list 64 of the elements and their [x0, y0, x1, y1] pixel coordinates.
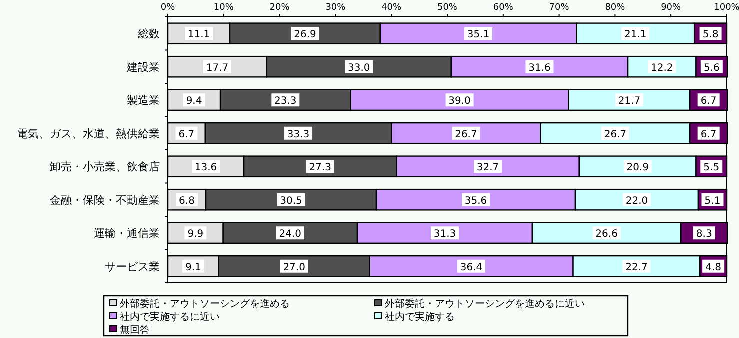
data-label: 9.9 [188, 229, 204, 240]
x-tick-label: 10% [214, 3, 234, 13]
x-tick-label: 80% [605, 3, 626, 13]
data-label: 35.6 [464, 196, 488, 207]
data-label: 22.0 [626, 196, 648, 207]
data-label: 11.1 [188, 30, 210, 41]
data-label: 26.9 [294, 30, 316, 41]
x-tick-label: 90% [661, 3, 682, 13]
data-label: 9.1 [185, 262, 202, 274]
data-label: 27.3 [309, 162, 332, 174]
x-tick-label: 20% [270, 3, 290, 13]
data-label: 26.7 [455, 129, 478, 140]
y-tick-label: 総数 [137, 28, 160, 41]
data-label: 8.3 [696, 229, 712, 240]
y-tick-label: 運輸・通信業 [94, 227, 160, 240]
y-tick-label: 電気、ガス、水道、熱供給業 [17, 127, 160, 140]
data-label: 36.4 [460, 262, 483, 274]
data-label: 33.0 [348, 62, 370, 74]
x-tick-label: 0% [160, 3, 176, 13]
data-label: 33.3 [287, 129, 310, 140]
legend-label: 社内で実施するに近い [120, 311, 220, 323]
data-label: 4.8 [706, 262, 722, 274]
data-label: 17.7 [206, 62, 229, 74]
x-tick-label: 50% [437, 3, 458, 13]
legend-label: 無回答 [120, 324, 150, 336]
data-label: 27.0 [283, 262, 306, 274]
y-tick-label: 製造業 [127, 94, 160, 108]
y-tick-label: 金融・保険・不動産業 [50, 194, 160, 207]
x-tick-label: 40% [382, 3, 402, 13]
legend-label: 外部委託・アウトソーシングを進める [120, 298, 290, 310]
data-label: 23.3 [274, 96, 297, 108]
x-tick-label: 60% [493, 3, 514, 13]
data-label: 31.3 [434, 229, 456, 240]
data-label: 21.1 [624, 30, 647, 41]
data-label: 21.7 [618, 96, 641, 108]
data-label: 9.4 [186, 96, 202, 108]
data-label: 31.6 [528, 62, 551, 74]
data-label: 6.7 [700, 96, 717, 108]
y-tick-label: 卸売・小売業、飲食店 [50, 160, 160, 174]
data-label: 12.2 [651, 62, 674, 74]
data-label: 6.7 [178, 129, 195, 140]
data-label: 20.9 [626, 162, 649, 174]
data-label: 26.6 [596, 229, 618, 240]
legend-label: 社内で実施する [385, 311, 455, 323]
data-label: 39.0 [448, 96, 471, 108]
data-label: 5.6 [704, 62, 720, 74]
legend-label: 外部委託・アウトソーシングを進めるに近い [385, 298, 585, 310]
data-label: 5.5 [704, 162, 720, 174]
data-label: 35.1 [467, 30, 490, 41]
data-label: 5.1 [704, 196, 721, 207]
data-label: 13.6 [194, 162, 218, 174]
x-tick-label: 70% [549, 3, 570, 13]
y-tick-label: 建設業 [126, 60, 160, 74]
data-label: 22.7 [626, 262, 648, 274]
data-label: 5.8 [702, 30, 719, 41]
data-label: 24.0 [279, 229, 302, 240]
data-label: 6.7 [700, 129, 717, 140]
y-tick-label: サービス業 [105, 260, 160, 274]
data-label: 30.5 [280, 196, 302, 207]
x-tick-label: 100% [714, 3, 739, 13]
data-label: 26.7 [604, 129, 627, 140]
data-label: 6.8 [179, 196, 195, 207]
x-tick-label: 30% [326, 3, 346, 13]
data-label: 32.7 [476, 162, 500, 174]
